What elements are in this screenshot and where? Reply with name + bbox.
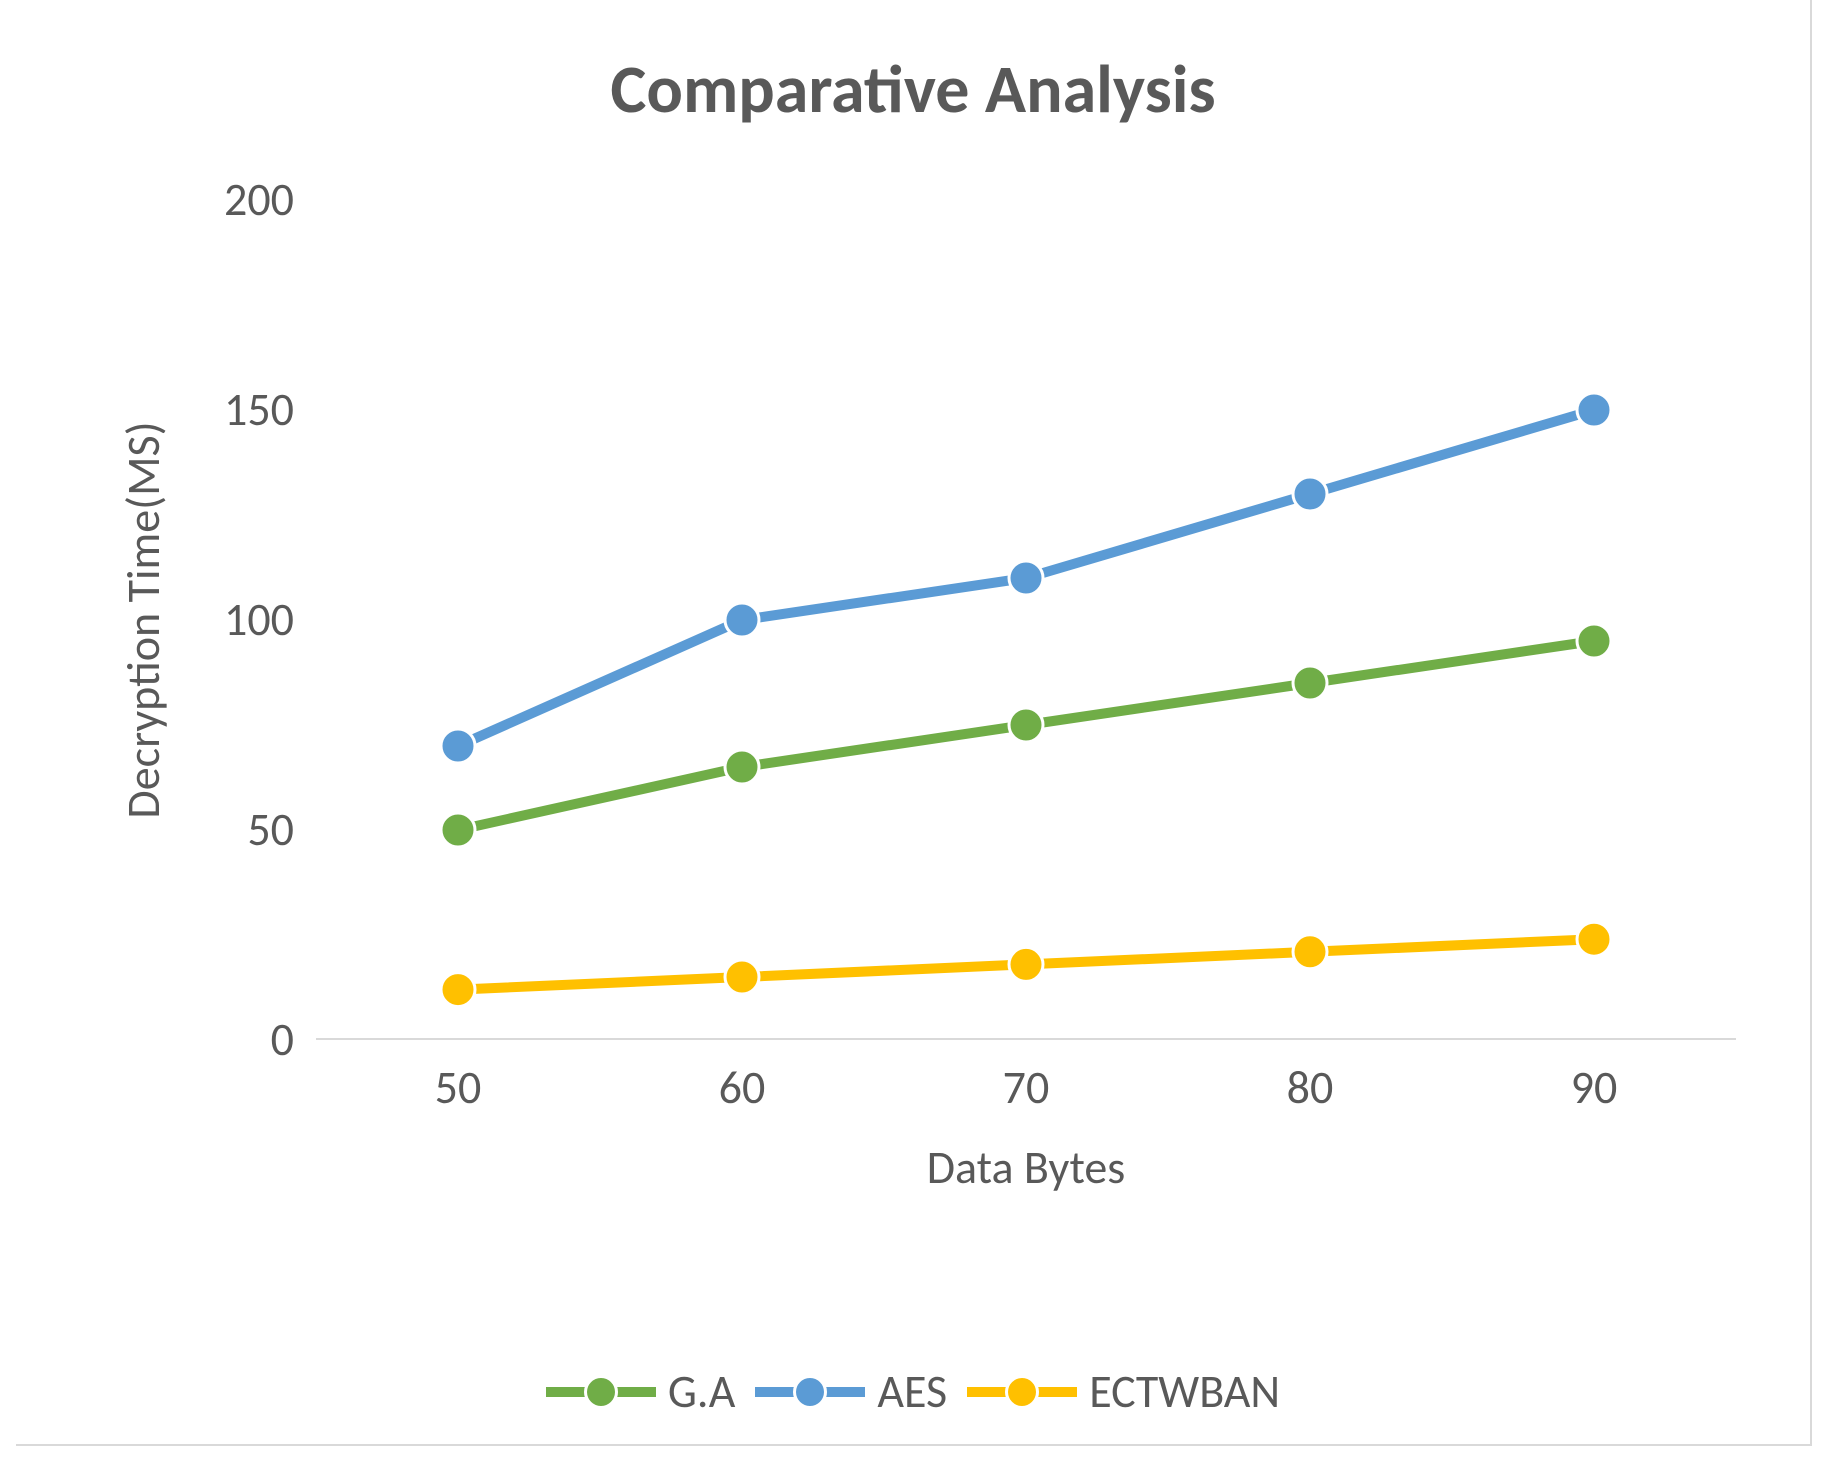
series-marker [725,603,759,637]
x-tick-label: 90 [1564,1060,1624,1116]
chart-frame: Comparative Analysis Data Bytes Decrypti… [16,0,1812,1446]
series-marker [1009,947,1043,981]
x-tick-label: 60 [712,1060,772,1116]
series-marker [725,750,759,784]
plot-area [316,200,1736,1040]
legend-swatch [967,1372,1077,1412]
y-tick-label: 50 [247,802,294,858]
series-marker [1577,393,1611,427]
y-axis-label: Decryption Time(MS) [116,200,172,1040]
series-marker [441,729,475,763]
y-tick-label: 200 [224,172,294,228]
series-marker [1293,477,1327,511]
y-tick-label: 150 [224,382,294,438]
series-marker [441,973,475,1007]
legend-label: AES [877,1364,947,1420]
x-axis-label: Data Bytes [316,1140,1736,1196]
plot-svg [316,200,1736,1040]
series-marker [1577,922,1611,956]
x-tick-label: 80 [1280,1060,1340,1116]
series-marker [1009,561,1043,595]
series-marker [1293,666,1327,700]
legend-swatch [546,1372,656,1412]
chart-title: Comparative Analysis [16,48,1810,131]
series-marker [725,960,759,994]
x-tick-label: 70 [996,1060,1056,1116]
legend-item: ECTWBAN [967,1364,1280,1420]
series-marker [1009,708,1043,742]
legend-label: G.A [668,1364,736,1420]
y-tick-label: 100 [224,592,294,648]
legend-swatch [755,1372,865,1412]
y-tick-label: 0 [271,1012,294,1068]
legend: G.A AES ECTWBAN [16,1364,1810,1420]
legend-item: AES [755,1364,947,1420]
legend-item: G.A [546,1364,736,1420]
x-tick-label: 50 [428,1060,488,1116]
legend-label: ECTWBAN [1089,1364,1280,1420]
series-marker [1293,935,1327,969]
series-marker [1577,624,1611,658]
series-marker [441,813,475,847]
